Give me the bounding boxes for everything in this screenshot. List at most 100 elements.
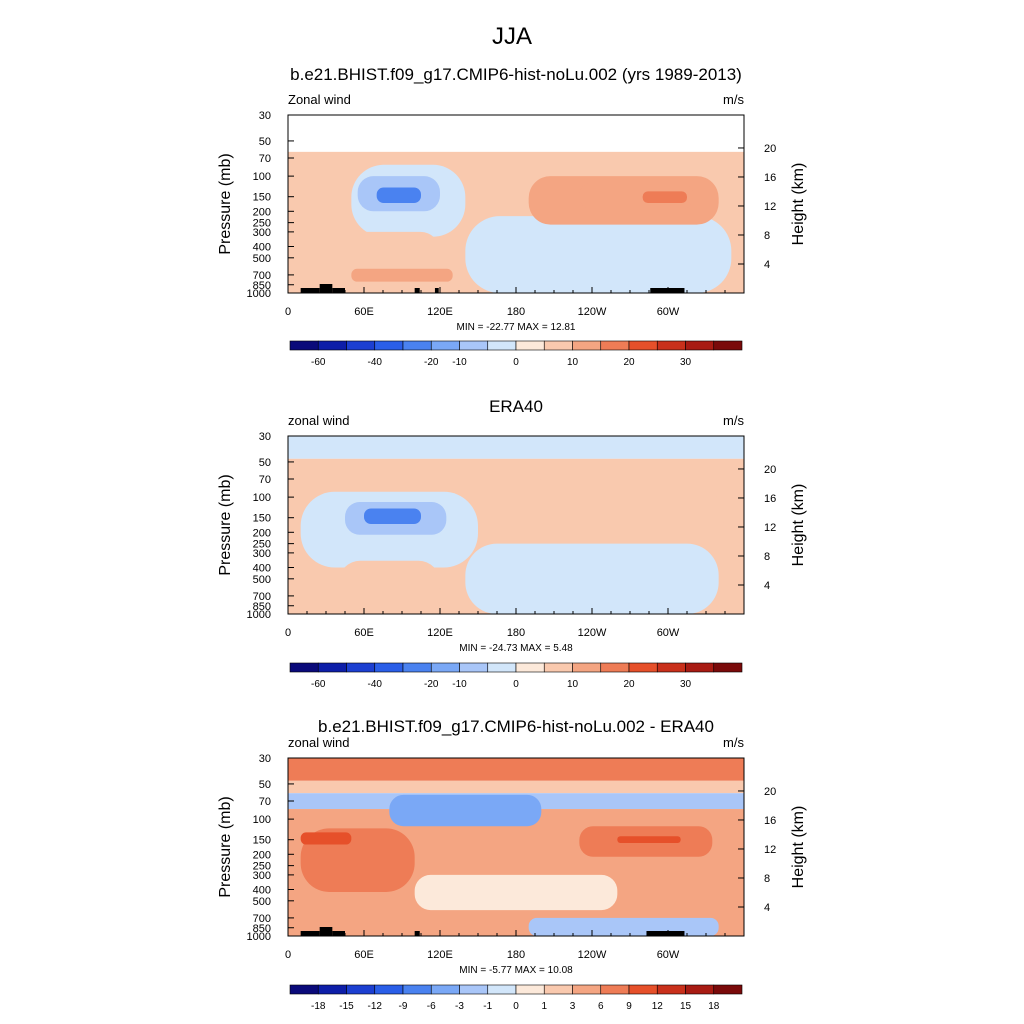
x-tick-label: 120E: [427, 306, 453, 318]
colorbar-label: 1: [541, 1001, 547, 1012]
contour-region: [288, 436, 744, 459]
colorbar-swatch: [402, 984, 432, 995]
colorbar-label: -6: [427, 1001, 436, 1012]
topography-block: [332, 288, 345, 293]
colorbar-label: -10: [452, 357, 467, 368]
x-tick-label: 60E: [354, 306, 374, 318]
y-tick-label: 850: [253, 923, 271, 935]
figure-title: JJA: [492, 23, 532, 50]
min-max-stats: MIN = -24.73 MAX = 5.48: [459, 643, 573, 654]
x-tick-label: 60W: [657, 949, 680, 961]
contour-region: [465, 216, 732, 293]
y-axis-label: Pressure (mb): [217, 474, 234, 575]
x-tick-label: 60E: [354, 627, 374, 639]
height-axis: 20 16 12 8 4 Height (km): [738, 143, 807, 271]
y-tick-label: 400: [253, 562, 271, 574]
contour-region: [364, 508, 421, 525]
colorbar-swatch: [430, 984, 460, 995]
colorbar-label: -60: [311, 357, 326, 368]
left-string: zonal wind: [288, 413, 349, 428]
x-axis: 0 60E 120E 180 120W 60W: [285, 608, 745, 639]
x-tick-label: 0: [285, 627, 291, 639]
contour-region: [642, 191, 687, 204]
colorbar-swatch: [543, 340, 573, 351]
colorbar-swatch: [346, 984, 376, 995]
colorbar-swatch: [515, 662, 545, 673]
panels: b.e21.BHIST.f09_g17.CMIP6-hist-noLu.002 …: [217, 65, 807, 1012]
y-tick-label: 30: [259, 110, 271, 122]
y-tick-label: 150: [253, 513, 271, 525]
panel-title: ERA40: [489, 397, 543, 416]
colorbar-label: -10: [452, 679, 467, 690]
colorbar-swatch: [713, 340, 743, 351]
colorbar-swatch: [459, 340, 489, 351]
topography-block: [319, 927, 333, 936]
contour-region: [351, 268, 453, 282]
colorbar-label: -20: [424, 679, 439, 690]
right-string: m/s: [723, 92, 744, 107]
height-tick-label: 20: [764, 786, 776, 798]
colorbar: -60 -40 -20 -10 0 10 20 30: [289, 340, 743, 368]
contour-field: [288, 436, 744, 614]
panel-1: b.e21.BHIST.f09_g17.CMIP6-hist-noLu.002 …: [217, 65, 807, 368]
height-tick-label: 12: [764, 522, 776, 534]
height-tick-label: 16: [764, 172, 776, 184]
colorbar-swatch: [346, 662, 376, 673]
x-tick-label: 180: [507, 949, 525, 961]
colorbar-label: 30: [680, 357, 692, 368]
height-tick-label: 4: [764, 902, 770, 914]
y-tick-label: 100: [253, 171, 271, 183]
colorbar-label: 12: [652, 1001, 664, 1012]
height-tick-label: 8: [764, 873, 770, 885]
y-tick-label: 100: [253, 492, 271, 504]
panel-title: b.e21.BHIST.f09_g17.CMIP6-hist-noLu.002 …: [290, 65, 742, 84]
y-tick-label: 250: [253, 218, 271, 230]
colorbar-label: 0: [513, 1001, 519, 1012]
contour-region: [300, 832, 352, 845]
colorbar-swatch: [374, 340, 404, 351]
right-string: m/s: [723, 735, 744, 750]
topography-block: [646, 931, 685, 936]
colorbar-label: 18: [708, 1001, 720, 1012]
colorbar-label: 0: [513, 357, 519, 368]
y-tick-label: 100: [253, 814, 271, 826]
colorbar-label: 3: [570, 1001, 576, 1012]
height-tick-label: 16: [764, 493, 776, 505]
y-tick-label: 250: [253, 539, 271, 551]
topography-block: [414, 931, 420, 936]
y-tick-label: 500: [253, 896, 271, 908]
colorbar-label: -40: [368, 357, 383, 368]
colorbar-swatch: [487, 340, 517, 351]
topography-block: [332, 931, 345, 936]
y-tick-label: 300: [253, 548, 271, 560]
colorbar-label: -18: [311, 1001, 326, 1012]
x-tick-label: 180: [507, 306, 525, 318]
height-axis-label: Height (km): [790, 163, 807, 246]
y-tick-label: 700: [253, 913, 271, 925]
y-tick-label: 250: [253, 861, 271, 873]
y-tick-label: 200: [253, 527, 271, 539]
colorbar-swatch: [487, 984, 517, 995]
colorbar-label: -60: [311, 679, 326, 690]
colorbar-swatch: [487, 662, 517, 673]
height-tick-label: 20: [764, 143, 776, 155]
colorbar-swatch: [317, 662, 347, 673]
colorbar-swatch: [346, 340, 376, 351]
x-tick-label: 120W: [578, 306, 607, 318]
colorbar-label: 6: [598, 1001, 604, 1012]
colorbar-swatch: [656, 662, 686, 673]
x-axis: 0 60E 120E 180 120W 60W: [285, 930, 745, 961]
y-tick-label: 1000: [247, 609, 271, 621]
x-tick-label: 120E: [427, 949, 453, 961]
contour-field: [288, 151, 744, 293]
contour-region: [338, 231, 440, 275]
x-axis: 0 60E 120E 180 120W 60W: [285, 287, 745, 318]
y-tick-label: 50: [259, 136, 271, 148]
x-tick-label: 0: [285, 306, 291, 318]
x-tick-label: 120W: [578, 949, 607, 961]
colorbar-swatch: [515, 340, 545, 351]
contour-region: [541, 494, 725, 533]
